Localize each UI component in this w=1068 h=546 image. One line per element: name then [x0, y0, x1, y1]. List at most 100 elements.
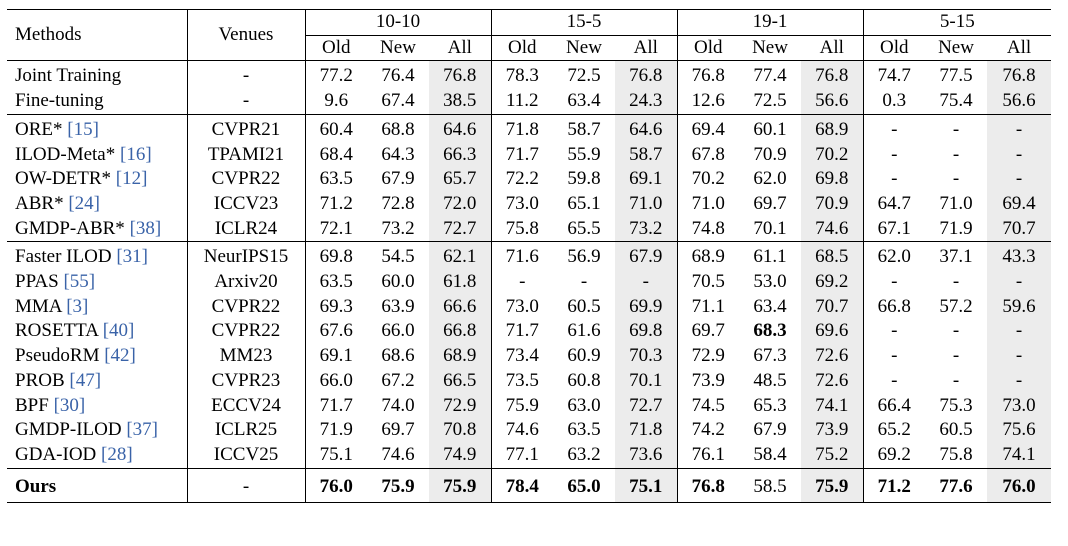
value-cell: - — [987, 368, 1052, 394]
table-row: BPF [30] ECCV24 71.7 74.0 72.9 75.9 63.0 72.7 74… — [7, 393, 1052, 419]
value-cell: 72.8 — [381, 192, 415, 214]
value-cell: 71.6 — [491, 241, 553, 271]
subcol-header-all: All — [987, 34, 1052, 61]
value-cell: 76.8 — [615, 60, 678, 90]
value-cell: 67.6 — [319, 320, 353, 342]
value-cell: 73.2 — [381, 217, 415, 239]
value-cell: 69.1 — [615, 167, 678, 192]
venue-cell: TPAMI21 — [187, 142, 306, 168]
method-name: OW-DETR* [12] — [7, 167, 188, 192]
citation-link[interactable]: [28] — [101, 443, 133, 465]
method-label: GMDP-ABR* — [15, 217, 130, 239]
value-cell: 75.9 — [801, 467, 864, 503]
value-cell: 65.0 — [553, 467, 615, 503]
value-cell: 66.6 — [429, 294, 492, 320]
value-cell: 75.1 — [319, 443, 353, 465]
method-label: PPAS — [15, 271, 64, 293]
method-label: Fine-tuning — [15, 90, 104, 112]
citation-link[interactable]: [47] — [69, 369, 102, 391]
value-cell: 78.3 — [491, 60, 553, 90]
method-label: OW-DETR* — [15, 168, 116, 190]
citation-link[interactable]: [31] — [116, 246, 148, 268]
subcol-header-new: New — [739, 34, 802, 61]
citation-link[interactable]: [42] — [104, 345, 136, 367]
value-cell: 72.9 — [691, 345, 725, 367]
method-name: PROB [47] — [7, 368, 188, 394]
value-cell: 12.6 — [691, 90, 725, 112]
value-cell: 75.8 — [505, 217, 539, 239]
value-cell: 64.7 — [877, 192, 911, 214]
method-name: PPAS [55] — [7, 270, 188, 295]
table-row: GDA-IOD [28] ICCV25 75.1 74.6 74.9 77.1 63.2 73… — [7, 442, 1052, 469]
value-cell: 57.2 — [939, 295, 973, 317]
venue-cell: - — [187, 60, 306, 90]
value-cell: 71.8 — [615, 418, 678, 443]
value-cell: 68.5 — [801, 241, 864, 271]
value-cell: 61.1 — [739, 241, 802, 271]
table-row: GMDP-ILOD [37] ICLR25 71.9 69.7 70.8 74.6 63.5… — [7, 418, 1052, 443]
value-cell: 72.1 — [319, 217, 353, 239]
value-cell: 69.4 — [987, 191, 1052, 217]
value-cell: 62.1 — [429, 241, 492, 271]
value-cell: 68.3 — [753, 320, 787, 342]
citation-link[interactable]: [37] — [126, 419, 159, 441]
value-cell: 71.8 — [491, 113, 553, 143]
value-cell: 70.8 — [429, 418, 492, 443]
citation-link[interactable]: [40] — [102, 320, 135, 342]
value-cell: 72.0 — [429, 191, 492, 217]
method-label: Joint Training — [15, 65, 122, 87]
value-cell: 9.6 — [324, 90, 349, 112]
value-cell: 71.0 — [939, 192, 973, 214]
citation-link[interactable]: [30] — [53, 394, 86, 416]
citation-link[interactable]: [12] — [115, 168, 148, 190]
group-header-10-10: 10-10 — [305, 9, 492, 36]
value-cell: - — [891, 369, 898, 391]
value-cell: 70.3 — [615, 344, 678, 369]
value-cell: 65.1 — [567, 192, 601, 214]
value-cell: 68.4 — [319, 143, 353, 165]
method-label: Faster ILOD — [15, 246, 117, 268]
value-cell: - — [891, 345, 898, 367]
value-cell: 70.1 — [615, 368, 678, 394]
value-cell: 66.0 — [381, 320, 415, 342]
value-cell: 48.5 — [753, 369, 787, 391]
methods-header: Methods — [7, 8, 188, 61]
value-cell: 69.6 — [801, 319, 864, 345]
value-cell: 63.2 — [567, 443, 601, 465]
value-cell: 71.0 — [615, 191, 678, 217]
method-label: PseudoRM — [15, 345, 105, 367]
value-cell: 69.2 — [801, 270, 864, 295]
header-row-subcols: Old New All Old New All Old New All Old New All — [7, 34, 1052, 61]
value-cell: 64.3 — [381, 143, 415, 165]
method-name: Ours — [7, 467, 188, 503]
value-cell: 62.0 — [863, 241, 926, 271]
citation-link[interactable]: [15] — [67, 118, 99, 140]
value-cell: 71.9 — [939, 217, 973, 239]
subcol-header-all: All — [615, 34, 678, 61]
value-cell: 73.9 — [801, 418, 864, 443]
value-cell: 60.4 — [305, 113, 367, 143]
method-name: MMA [3] — [7, 294, 188, 320]
method-label: BPF — [15, 394, 54, 416]
citation-link[interactable]: [38] — [129, 217, 162, 239]
value-cell: 70.7 — [801, 294, 864, 320]
table-row: OW-DETR* [12] CVPR22 63.5 67.9 65.7 72.2 59.8 6… — [7, 167, 1052, 192]
value-cell: 70.9 — [753, 143, 787, 165]
value-cell: 67.1 — [877, 217, 911, 239]
citation-link[interactable]: [3] — [66, 295, 89, 317]
value-cell: 76.8 — [677, 60, 740, 90]
value-cell: 70.2 — [801, 142, 864, 168]
citation-link[interactable]: [55] — [63, 271, 96, 293]
value-cell: 73.0 — [505, 295, 539, 317]
citation-link[interactable]: [24] — [68, 192, 100, 214]
method-label: GDA-IOD — [15, 443, 102, 465]
value-cell: 60.9 — [567, 345, 601, 367]
venue-cell: ICCV23 — [187, 191, 306, 217]
value-cell: 72.2 — [505, 168, 539, 190]
value-cell: 77.5 — [925, 60, 988, 90]
venue-cell: CVPR21 — [187, 113, 306, 143]
value-cell: 75.6 — [987, 418, 1052, 443]
citation-link[interactable]: [16] — [120, 143, 152, 165]
value-cell: - — [952, 271, 960, 293]
venue-cell: CVPR22 — [187, 167, 306, 192]
